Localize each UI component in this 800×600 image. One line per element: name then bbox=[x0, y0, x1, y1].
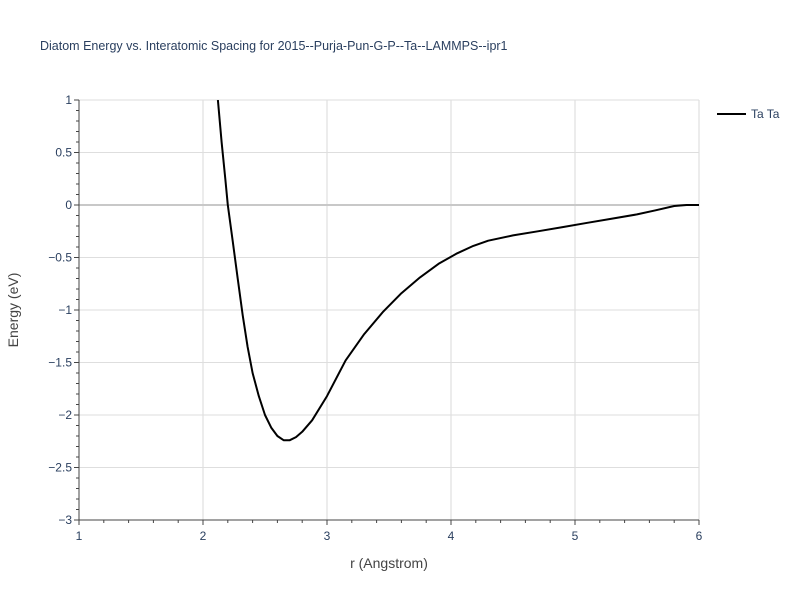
grid bbox=[79, 99, 700, 520]
x-tick-label: 2 bbox=[200, 529, 207, 543]
y-tick-label: −0.5 bbox=[48, 251, 72, 265]
x-tick-label: 3 bbox=[324, 529, 331, 543]
y-axis-title: Energy (eV) bbox=[5, 273, 21, 348]
y-tick-label: −2 bbox=[58, 408, 72, 422]
x-tick-label: 1 bbox=[76, 529, 83, 543]
series-line-ta-ta bbox=[216, 100, 699, 442]
y-tick-label: −1 bbox=[58, 303, 72, 317]
legend-label: Ta Ta bbox=[751, 107, 780, 121]
y-tick-label: −1.5 bbox=[48, 356, 72, 370]
x-tick-label: 4 bbox=[448, 529, 455, 543]
chart-title: Diatom Energy vs. Interatomic Spacing fo… bbox=[40, 39, 508, 53]
x-tick-label: 5 bbox=[572, 529, 579, 543]
x-tick-label: 6 bbox=[696, 529, 703, 543]
legend[interactable]: Ta Ta bbox=[717, 107, 780, 121]
axes: 1 2 3 4 5 6 1 0.5 0 −0.5 −1 −1.5 −2 −2.5 −3 bbox=[48, 93, 702, 543]
y-tick-label: 1 bbox=[65, 93, 72, 107]
y-tick-label: 0.5 bbox=[55, 146, 72, 160]
y-tick-label: −2.5 bbox=[48, 461, 72, 475]
y-tick-label: −3 bbox=[58, 513, 72, 527]
series-layer bbox=[216, 100, 699, 442]
y-tick-label: 0 bbox=[65, 198, 72, 212]
x-axis-title: r (Angstrom) bbox=[350, 555, 428, 571]
